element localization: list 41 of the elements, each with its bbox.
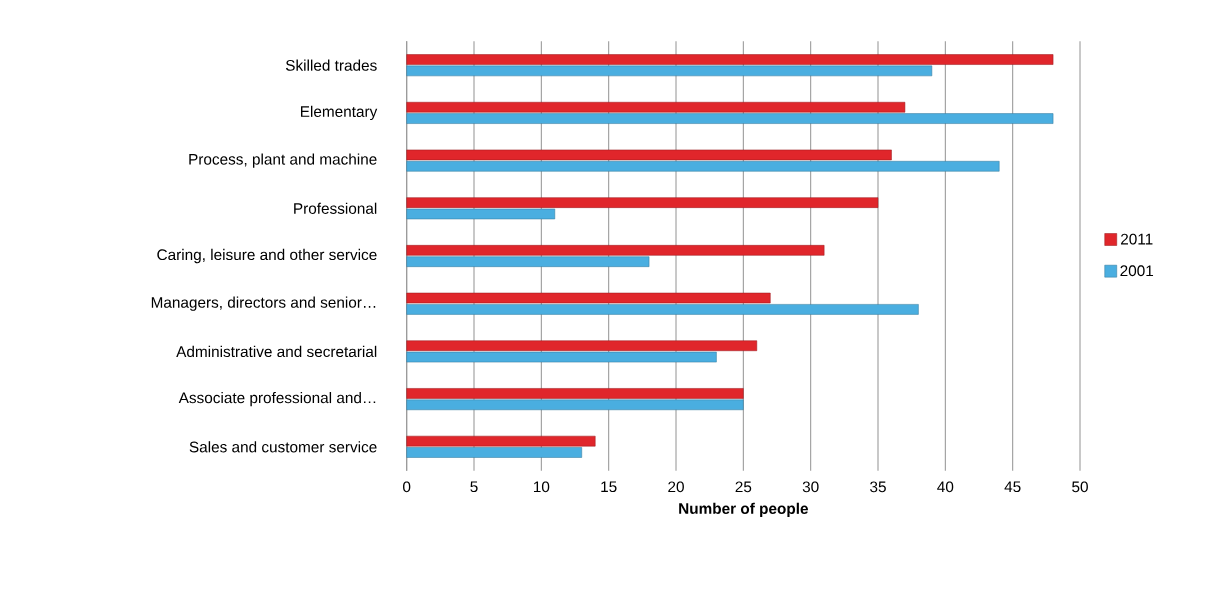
x-tick-label: 25: [735, 481, 752, 493]
bar: [406, 54, 1054, 65]
bar: [406, 113, 1054, 124]
x-tick-label: 0: [403, 481, 411, 493]
bar: [406, 399, 744, 411]
bar: [406, 208, 556, 220]
bar: [406, 149, 892, 161]
y-tick-label: Administrative and secretarial: [176, 345, 377, 358]
legend-label: 2011: [1121, 233, 1153, 245]
x-axis-title: Number of people: [679, 502, 808, 518]
bar: [406, 435, 596, 447]
bar: [406, 101, 906, 113]
bar: [406, 292, 771, 304]
x-tick-label: 45: [1004, 481, 1021, 493]
bar: [406, 256, 650, 267]
bar: [406, 351, 717, 363]
y-tick-label: Sales and customer service: [189, 441, 377, 453]
x-tick-label: 35: [870, 481, 886, 493]
bar: [406, 388, 744, 399]
y-tick-label: Associate professional and…: [178, 391, 376, 407]
bar: [406, 161, 1000, 172]
y-tick-label: Professional: [294, 202, 377, 214]
x-tick-label: 30: [802, 481, 819, 493]
x-tick-label: 15: [601, 481, 617, 493]
x-tick-label: 5: [470, 481, 478, 493]
y-tick-label: Process, plant and machine: [189, 153, 377, 168]
y-tick-label: Skilled trades: [285, 59, 377, 71]
bar: [406, 447, 583, 458]
legend-label: 2001: [1120, 265, 1154, 277]
bar: [406, 304, 919, 315]
y-tick-label: Elementary: [301, 105, 378, 121]
x-tick-label: 40: [937, 481, 954, 493]
x-tick-label: 10: [533, 481, 550, 493]
x-tick-label: 50: [1072, 481, 1088, 493]
x-tick-label: 20: [668, 481, 684, 493]
y-tick-label: Caring, leisure and other service: [157, 248, 377, 264]
bar: [406, 245, 825, 256]
bar: [406, 197, 879, 208]
bar: [406, 340, 758, 352]
bar: [406, 65, 933, 77]
y-tick-label: Managers, directors and senior…: [151, 296, 376, 311]
